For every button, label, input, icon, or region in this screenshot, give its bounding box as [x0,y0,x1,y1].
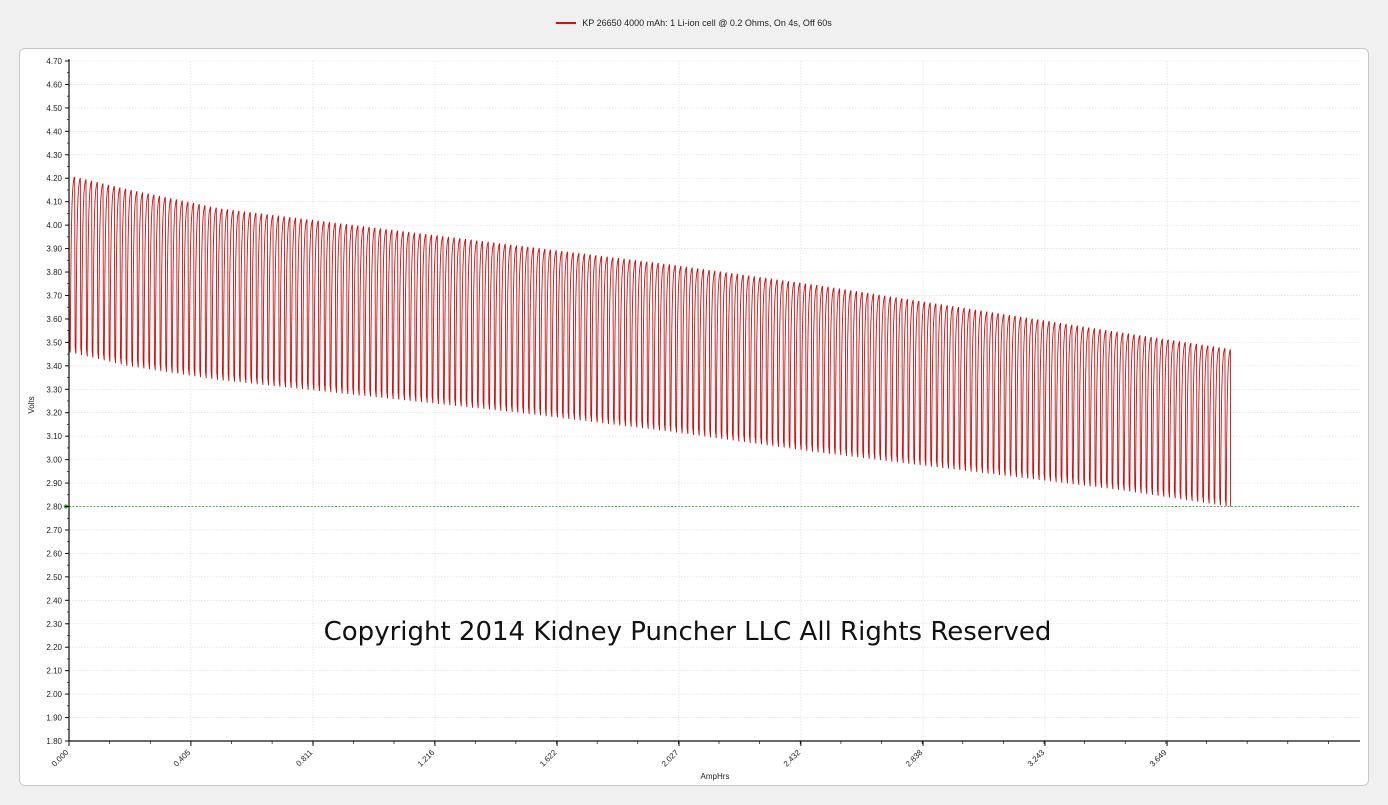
y-tick-label: 4.60 [46,80,62,89]
legend-label: KP 26650 4000 mAh: 1 Li-ion cell @ 0.2 O… [582,18,832,28]
y-tick-label: 3.20 [46,409,62,418]
y-tick-label: 2.60 [46,549,62,558]
y-tick-label: 4.20 [46,174,62,183]
y-tick-label: 2.90 [46,479,62,488]
y-tick-label: 2.20 [46,643,62,652]
x-tick-label: 1.216 [416,748,437,769]
y-axis-title: Volts [27,396,36,413]
series-line-voltage [68,175,1232,507]
y-tick-label: 3.70 [46,291,62,300]
x-axis-title: AmpHrs [701,772,730,781]
y-tick-label: 1.90 [46,714,62,723]
y-tick-label: 4.30 [46,151,62,160]
x-tick-label: 2.027 [660,748,681,769]
y-tick-label: 2.30 [46,620,62,629]
y-tick-label: 4.50 [46,104,62,113]
x-tick-label: 0.811 [294,748,314,768]
x-tick-label: 0.405 [172,748,193,769]
y-tick-label: 3.00 [46,456,62,465]
y-tick-label: 4.70 [46,57,62,66]
x-tick-label: 2.838 [904,748,925,769]
x-tick-label: 1.622 [538,748,559,769]
y-tick-label: 3.50 [46,338,62,347]
chart-plot: 4.70 4.60 4.50 4.40 4.30 4.20 4.10 4.00 3.90 3.80… [27,57,1360,781]
y-tick-label: 3.10 [46,432,62,441]
x-tick-label: 3.649 [1148,748,1169,769]
y-tick-label: 2.40 [46,596,62,605]
copyright-notice: Copyright 2014 Kidney Puncher LLC All Ri… [323,617,1052,647]
chart-panel: 4.70 4.60 4.50 4.40 4.30 4.20 4.10 4.00 3.90 3.80… [19,48,1369,786]
x-tick-label: 0.000 [50,748,71,769]
y-tick-label: 3.90 [46,245,62,254]
y-tick-label: 2.10 [46,667,62,676]
y-tick-label: 1.80 [46,737,62,746]
y-tick-label: 3.80 [46,268,62,277]
y-tick-label: 3.30 [46,385,62,394]
axes: 4.70 4.60 4.50 4.40 4.30 4.20 4.10 4.00 3.90 3.80… [46,57,1360,769]
y-tick-label: 3.40 [46,362,62,371]
x-tick-label: 3.243 [1026,748,1047,769]
x-tick-label: 2.432 [782,748,803,769]
y-tick-label: 2.80 [46,503,62,512]
chart-legend: KP 26650 4000 mAh: 1 Li-ion cell @ 0.2 O… [0,14,1388,32]
y-tick-label: 3.60 [46,315,62,324]
y-tick-label: 2.70 [46,526,62,535]
y-tick-label: 4.10 [46,198,62,207]
legend-swatch [556,22,577,24]
y-tick-label: 4.40 [46,127,62,136]
y-tick-label: 2.50 [46,573,62,582]
y-tick-label: 2.00 [46,690,62,699]
y-tick-label: 4.00 [46,221,62,230]
